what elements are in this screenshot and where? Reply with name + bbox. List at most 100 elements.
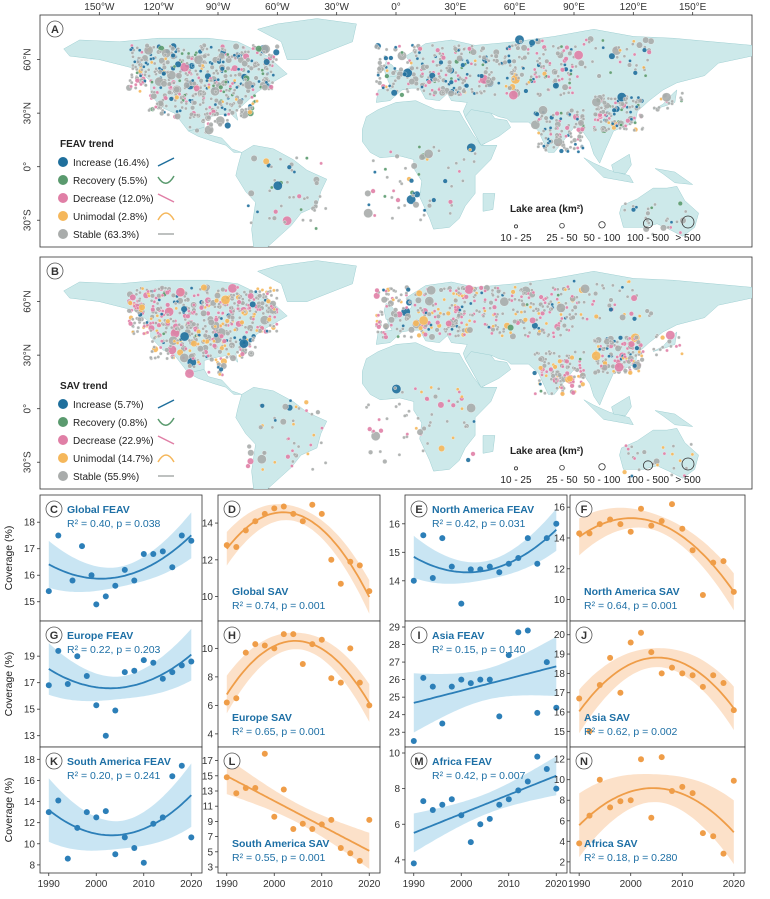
lake-dot: [206, 115, 212, 121]
lake-dot: [269, 293, 274, 298]
chart-plot-area: [223, 501, 373, 614]
lake-dot: [132, 331, 136, 336]
lake-dot: [133, 86, 138, 90]
fit-line: [48, 534, 192, 580]
lake-dot: [600, 283, 605, 288]
lat-tick-label: 0°: [23, 404, 34, 414]
chart-plot-area: [223, 750, 373, 869]
panel-letter: C: [50, 504, 58, 516]
lake-dot: [150, 307, 156, 313]
data-point: [477, 821, 484, 828]
fit-line: [578, 517, 735, 593]
lake-dot: [135, 71, 139, 75]
lake-dot: [426, 327, 431, 332]
lake-dot: [278, 157, 283, 161]
lake-dot: [158, 351, 163, 356]
lake-dot: [391, 298, 396, 302]
lake-dot: [270, 185, 274, 190]
lake-dot: [514, 34, 525, 45]
lake-dot: [155, 301, 160, 306]
lake-dot: [286, 436, 291, 441]
y-tick-label: 10: [24, 839, 36, 850]
lake-dot: [412, 319, 420, 327]
lake-dot: [164, 104, 169, 108]
chart-stat: R² = 0.55, p = 0.001: [232, 852, 326, 864]
lake-dot: [394, 295, 399, 300]
lake-dot: [632, 52, 637, 57]
lake-dot: [485, 66, 489, 70]
data-point: [131, 845, 138, 851]
lake-dot: [290, 464, 294, 468]
lake-dot: [273, 209, 279, 215]
lake-dot: [169, 325, 174, 330]
lake-dot: [470, 48, 477, 56]
data-point: [45, 682, 52, 689]
lake-dot: [205, 303, 209, 307]
lake-dot: [401, 306, 406, 311]
lake-dot: [534, 70, 538, 75]
land-12: [611, 395, 632, 417]
lake-dot: [534, 307, 539, 311]
data-point: [150, 820, 157, 827]
lake-dot: [241, 83, 245, 87]
lake-dot: [581, 117, 586, 121]
data-point: [188, 834, 195, 841]
lake-dot: [147, 108, 151, 113]
lake-dot: [527, 295, 531, 300]
lake-dot: [470, 451, 476, 457]
lake-dot: [216, 289, 221, 293]
lake-dot: [604, 128, 609, 133]
lake-dot: [551, 113, 556, 117]
lake-dot: [547, 332, 551, 337]
lake-dot: [399, 293, 403, 297]
data-point: [347, 645, 354, 652]
fit-line: [226, 775, 370, 852]
lake-dot: [564, 358, 570, 364]
lake-dot: [675, 220, 679, 224]
lake-dot: [262, 157, 270, 165]
lake-dot: [229, 110, 235, 116]
lake-dot: [223, 343, 227, 348]
lake-dot: [556, 293, 560, 297]
lake-dot: [548, 119, 552, 124]
lake-dot: [566, 149, 570, 154]
lake-dot: [454, 88, 459, 92]
lake-dot: [462, 300, 467, 304]
lake-dot: [157, 298, 162, 302]
lake-dot: [271, 60, 275, 64]
legend-label-decrease: Decrease (22.9%): [73, 436, 154, 447]
lake-dot: [502, 327, 506, 331]
lake-dot: [507, 54, 511, 58]
lake-dot: [445, 310, 451, 316]
lake-dot: [304, 408, 309, 413]
lake-dot: [305, 195, 310, 200]
lake-dot: [593, 314, 599, 319]
lake-dot: [286, 164, 292, 170]
size-legend-circle: [559, 222, 565, 229]
lake-dot: [137, 316, 142, 322]
data-point: [720, 680, 727, 686]
data-point: [699, 683, 706, 690]
lat-tick-label: 30°S: [23, 209, 34, 231]
lake-dot: [165, 356, 169, 361]
lake-dot: [216, 105, 220, 110]
lake-dot: [202, 333, 208, 339]
lake-dot: [601, 127, 605, 132]
lake-dots: [125, 34, 688, 236]
lake-dot: [216, 77, 220, 82]
lake-dot: [461, 88, 467, 94]
lake-dot: [245, 57, 251, 63]
lake-dot: [273, 418, 278, 423]
lake-dot: [677, 335, 681, 340]
data-point: [328, 816, 335, 823]
lake-dot: [367, 203, 371, 207]
data-point: [429, 807, 436, 813]
lake-dot: [418, 218, 423, 222]
lake-dot: [148, 321, 153, 326]
lake-dot: [192, 100, 198, 106]
size-legend-circle: [681, 457, 695, 471]
lake-dot: [140, 286, 145, 291]
lake-dot: [598, 110, 603, 114]
